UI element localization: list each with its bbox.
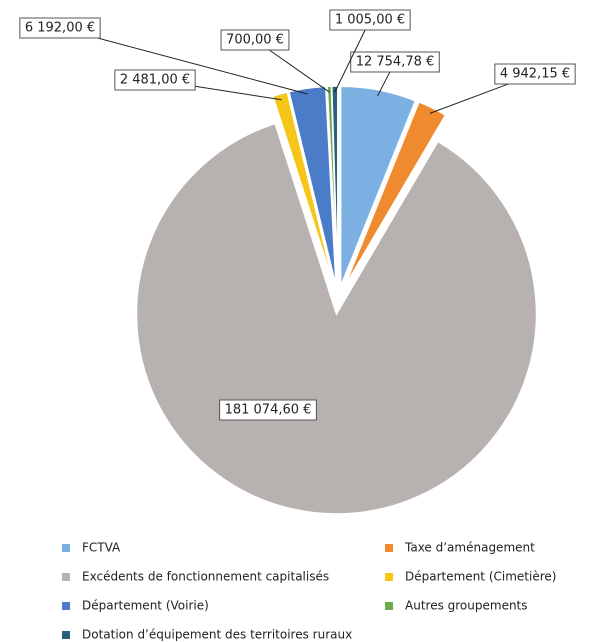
legend-swatch [62,573,70,581]
legend-label: Taxe d’aménagement [404,541,535,555]
legend-swatch [62,631,70,639]
legend-swatch [385,544,393,552]
label-box [219,399,317,421]
legend-swatch [62,544,70,552]
leader-line [334,19,371,93]
pie-slice [288,85,337,287]
data-label: 2 481,00 € [120,73,190,88]
data-label: 6 192,00 € [25,21,95,36]
legend-label: Département (Voirie) [82,599,209,613]
leader-line [59,27,309,95]
legend-label: Autres groupements [405,599,528,613]
label-box [220,29,290,51]
label-box [19,17,101,39]
label-box [494,63,576,85]
data-label: 181 074,60 € [225,403,312,418]
pie-slice [339,85,417,287]
label-box [350,51,440,73]
legend-swatch [62,602,70,610]
legend-swatch [385,602,393,610]
data-label: 12 754,78 € [356,55,435,70]
data-label: 700,00 € [226,33,284,48]
data-label: 1 005,00 € [335,13,405,28]
legend-label: Dotation d’équipement des territoires ru… [82,628,352,642]
pie-slice [271,91,335,287]
pie-slice [343,100,447,288]
data-label: 4 942,15 € [500,67,570,82]
label-box [329,9,411,31]
legend-label: Excédents de fonctionnement capitalisés [82,570,329,584]
legend-label: FCTVA [82,541,121,555]
label-box [114,69,196,91]
legend-swatch [385,573,393,581]
legend-label: Département (Cimetière) [405,570,556,584]
